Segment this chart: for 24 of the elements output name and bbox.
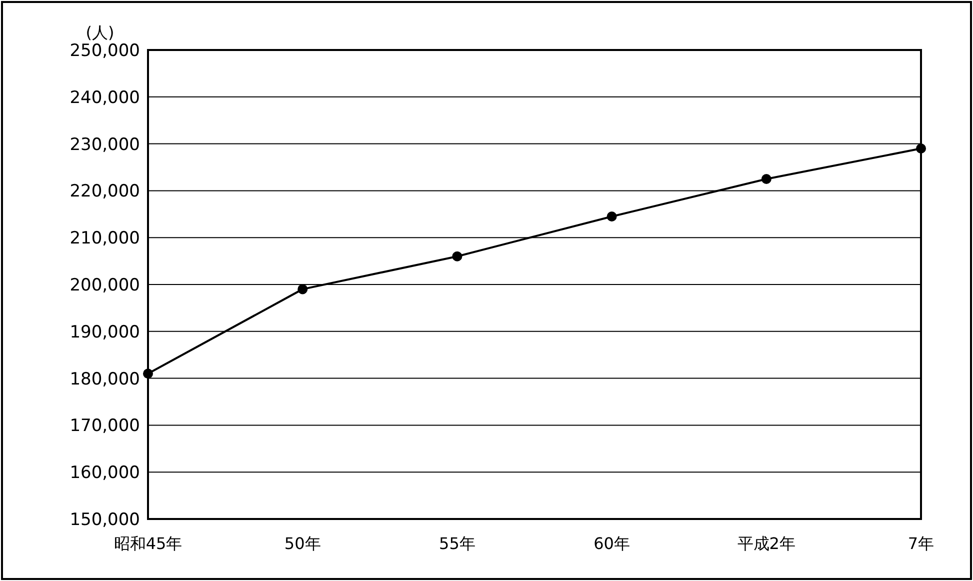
y-tick-label: 190,000 — [70, 322, 140, 342]
x-tick-label: 平成2年 — [737, 534, 796, 553]
x-tick-label: 昭和45年 — [114, 534, 182, 553]
y-tick-label: 200,000 — [70, 276, 140, 296]
y-tick-label: 240,000 — [70, 88, 140, 108]
x-tick-label: 50年 — [284, 534, 321, 553]
point — [298, 284, 308, 294]
y-tick-label: 230,000 — [70, 134, 140, 155]
point — [143, 368, 153, 379]
y-tick-label: 180,000 — [70, 369, 140, 390]
y-tick-label: 150,000 — [70, 510, 140, 530]
x-tick-label: 60年 — [594, 534, 630, 553]
x-tick-label: 55年 — [439, 534, 476, 553]
y-tick-label: 210,000 — [70, 228, 140, 249]
point — [606, 211, 617, 222]
point — [761, 174, 772, 184]
x-tick-label: 7年 — [908, 534, 934, 553]
y-tick-label: 220,000 — [70, 182, 140, 202]
y-tick-label: 250,000 — [70, 41, 140, 61]
y-axis-title: (人) — [86, 23, 114, 42]
y-tick-label: 160,000 — [70, 463, 140, 484]
point — [452, 251, 462, 262]
point — [916, 143, 926, 154]
y-tick-label: 170,000 — [70, 416, 140, 436]
